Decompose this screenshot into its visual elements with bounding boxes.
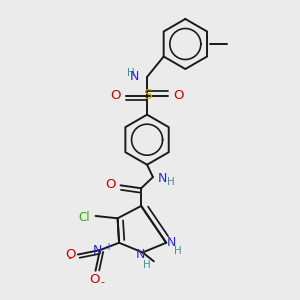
Text: -: - [100,277,104,287]
Text: H: H [174,246,182,256]
Text: O: O [111,89,121,102]
Text: N: N [130,70,140,83]
Text: N: N [158,172,168,185]
Text: N: N [136,248,145,261]
Text: O: O [89,273,99,286]
Text: S: S [143,88,152,102]
Text: O: O [65,248,76,261]
Text: H: H [143,260,151,270]
Text: N: N [167,236,176,249]
Text: O: O [105,178,115,191]
Text: H: H [127,68,135,78]
Text: N: N [93,244,102,257]
Text: Cl: Cl [78,211,90,224]
Text: H: H [167,177,175,188]
Text: +: + [104,242,112,252]
Text: -: - [68,253,72,263]
Text: O: O [173,89,184,102]
